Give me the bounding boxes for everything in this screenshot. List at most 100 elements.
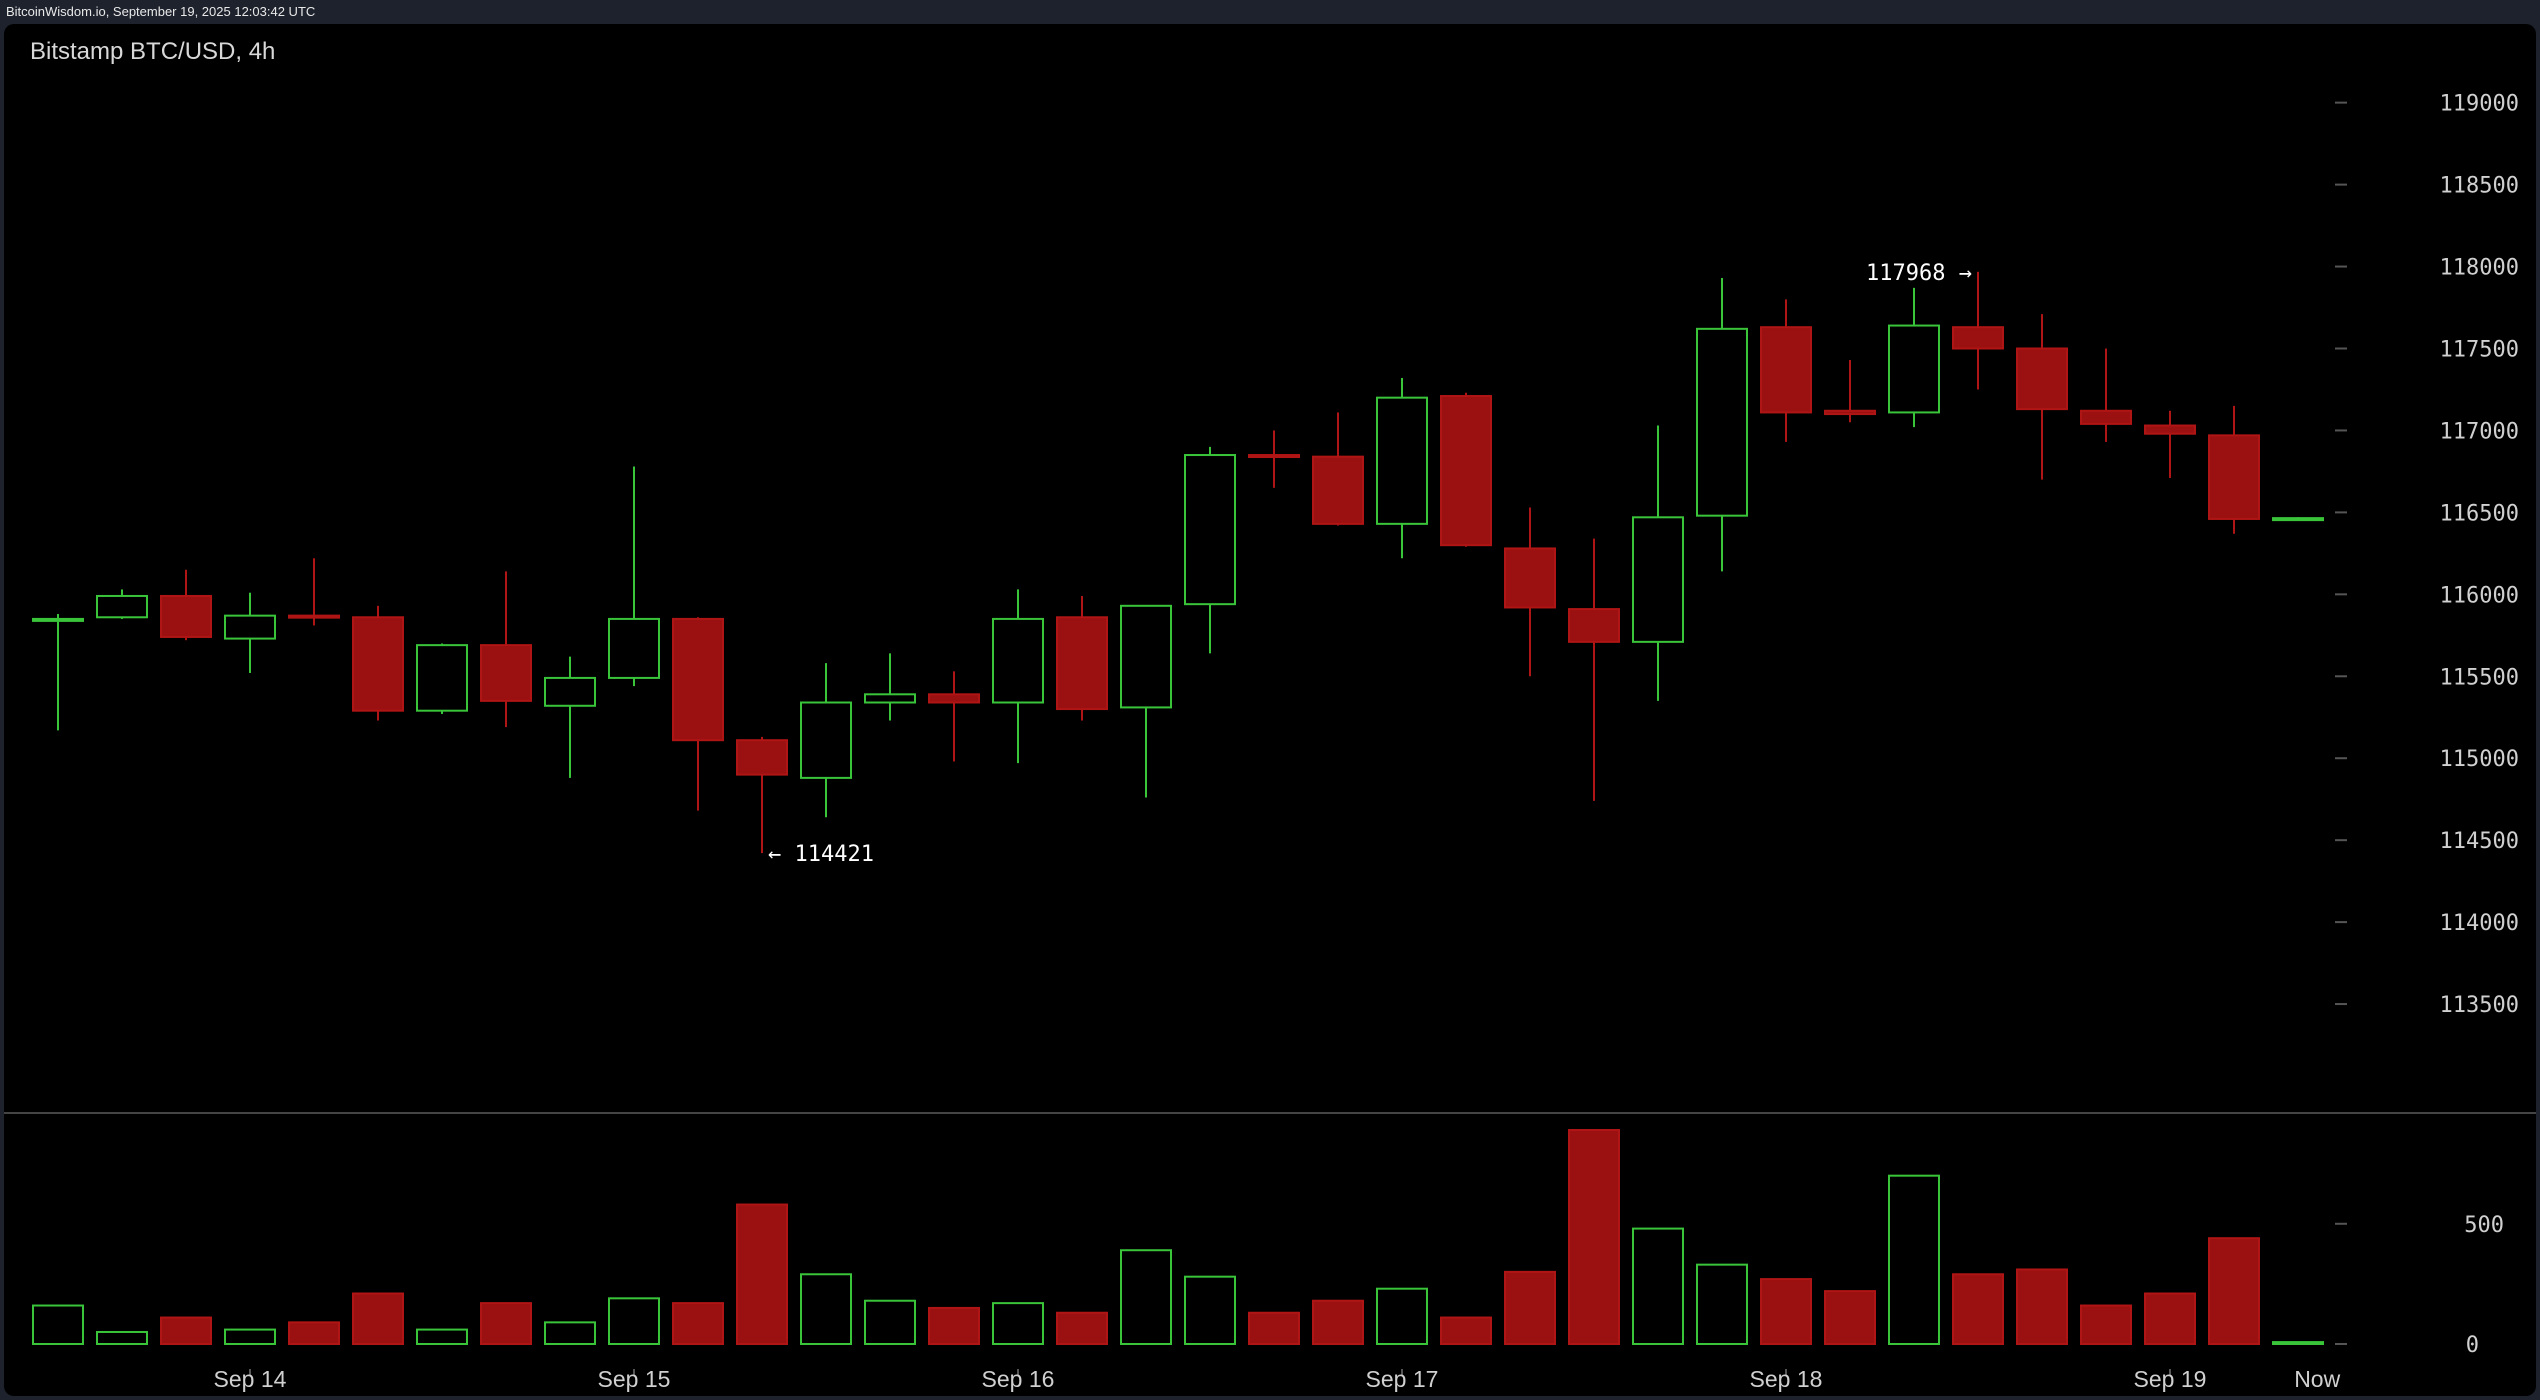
candle-body: [2208, 434, 2260, 520]
candle-body: [1056, 616, 1108, 711]
candle-body: [544, 676, 596, 707]
candle: [864, 653, 916, 721]
candle-body: [1952, 326, 2004, 350]
volume-bar: [2272, 1341, 2324, 1346]
candle: [1824, 359, 1876, 423]
price-tick-label: 114000: [2440, 911, 2519, 936]
candle: [544, 656, 596, 778]
candle: [2144, 410, 2196, 478]
time-tick-label: Sep 15: [598, 1366, 671, 1392]
volume-bar: [2016, 1268, 2068, 1346]
volume-bar: [1312, 1299, 1364, 1346]
volume-bar: [1184, 1275, 1236, 1346]
candle: [2016, 314, 2068, 480]
candle-body: [1696, 327, 1748, 517]
volume-bar: [2208, 1237, 2260, 1346]
price-tick-label: 116000: [2440, 583, 2519, 608]
volume-bar: [1632, 1227, 1684, 1345]
candle: [96, 589, 148, 619]
candle: [608, 466, 660, 687]
volume-bar: [928, 1306, 980, 1346]
time-tick-label: Sep 18: [1750, 1366, 1823, 1392]
candle: [992, 589, 1044, 764]
candle: [1888, 287, 1940, 428]
candlestick-chart: Bitstamp BTC/USD, 4h 1135001140001145001…: [4, 38, 2536, 1392]
volume-bar: [1952, 1273, 2004, 1345]
candle: [928, 671, 980, 762]
price-axis: 113500 114000 114500 115000 115500 116000 1165…: [2335, 92, 2519, 1018]
chart-title: Bitstamp BTC/USD, 4h: [30, 38, 275, 65]
time-tick-label: Sep 19: [2134, 1366, 2207, 1392]
price-tick-label: 118000: [2440, 256, 2519, 281]
volume-bar: [288, 1321, 340, 1345]
price-tick-label: 117000: [2440, 419, 2519, 444]
candle-body: [1120, 604, 1172, 709]
candle-body: [1376, 396, 1428, 525]
volume-bar: [416, 1328, 468, 1345]
candle-body: [608, 617, 660, 679]
price-tick-label: 119000: [2440, 92, 2519, 117]
candle: [1248, 430, 1300, 488]
candle-body: [224, 614, 276, 640]
candle: [160, 569, 212, 641]
candle: [1376, 378, 1428, 559]
price-tick-label: 114500: [2440, 829, 2519, 854]
candle-body: [2080, 409, 2132, 425]
volume-bar: [2144, 1292, 2196, 1345]
candle-body: [1888, 324, 1940, 414]
candle-body: [160, 594, 212, 638]
volume-bar: [1504, 1270, 1556, 1345]
candle: [1056, 595, 1108, 721]
candle: [32, 614, 84, 731]
volume-bar: [224, 1328, 276, 1345]
volume-bars-layer: [32, 1129, 2324, 1346]
price-tick-label: 118500: [2440, 174, 2519, 199]
volume-bar: [1248, 1311, 1300, 1346]
candle-body: [1824, 409, 1876, 416]
volume-bar: [1568, 1129, 1620, 1345]
candle-body: [736, 739, 788, 776]
time-tick-label: Sep 17: [1366, 1366, 1439, 1392]
volume-bar: [1888, 1174, 1940, 1346]
volume-bar: [672, 1302, 724, 1345]
candle-body: [1312, 455, 1364, 525]
candle: [800, 663, 852, 818]
volume-axis: 0 500: [2335, 1213, 2504, 1358]
candle: [1696, 278, 1748, 572]
candle: [1120, 604, 1172, 798]
candle: [1632, 425, 1684, 701]
price-tick-label: 117500: [2440, 338, 2519, 363]
volume-bar: [1440, 1316, 1492, 1345]
volume-bar: [96, 1330, 148, 1346]
volume-bar: [1760, 1278, 1812, 1345]
volume-bar: [160, 1316, 212, 1345]
candles-layer: [32, 271, 2324, 854]
volume-bar: [352, 1292, 404, 1345]
candle-body: [2272, 517, 2324, 522]
volume-bar: [736, 1203, 788, 1345]
candle-body: [1440, 395, 1492, 547]
candle-body: [1248, 454, 1300, 459]
price-tick-label: 115000: [2440, 747, 2519, 772]
candle-body: [928, 693, 980, 704]
volume-bar: [992, 1302, 1044, 1345]
candle-body: [352, 616, 404, 712]
candle-body: [1632, 516, 1684, 643]
low-price-annotation: ← 114421: [768, 842, 874, 867]
candle: [1312, 412, 1364, 526]
volume-bar: [1120, 1249, 1172, 1346]
candle-body: [1568, 608, 1620, 643]
chart-frame: Bitstamp BTC/USD, 4h 113500 114000 114500 1…: [4, 24, 2536, 1396]
volume-bar: [1056, 1311, 1108, 1346]
time-tick-label: Sep 14: [214, 1366, 287, 1392]
candle: [352, 605, 404, 721]
candle: [1760, 299, 1812, 442]
volume-bar: [1376, 1287, 1428, 1346]
candle-body: [992, 617, 1044, 704]
high-price-annotation: 117968 →: [1866, 261, 1972, 286]
candle: [672, 617, 724, 811]
candle-body: [416, 644, 468, 712]
candle: [2208, 405, 2260, 534]
candle-body: [864, 693, 916, 704]
top-bar: BitcoinWisdom.io, September 19, 2025 12:…: [0, 0, 2540, 24]
